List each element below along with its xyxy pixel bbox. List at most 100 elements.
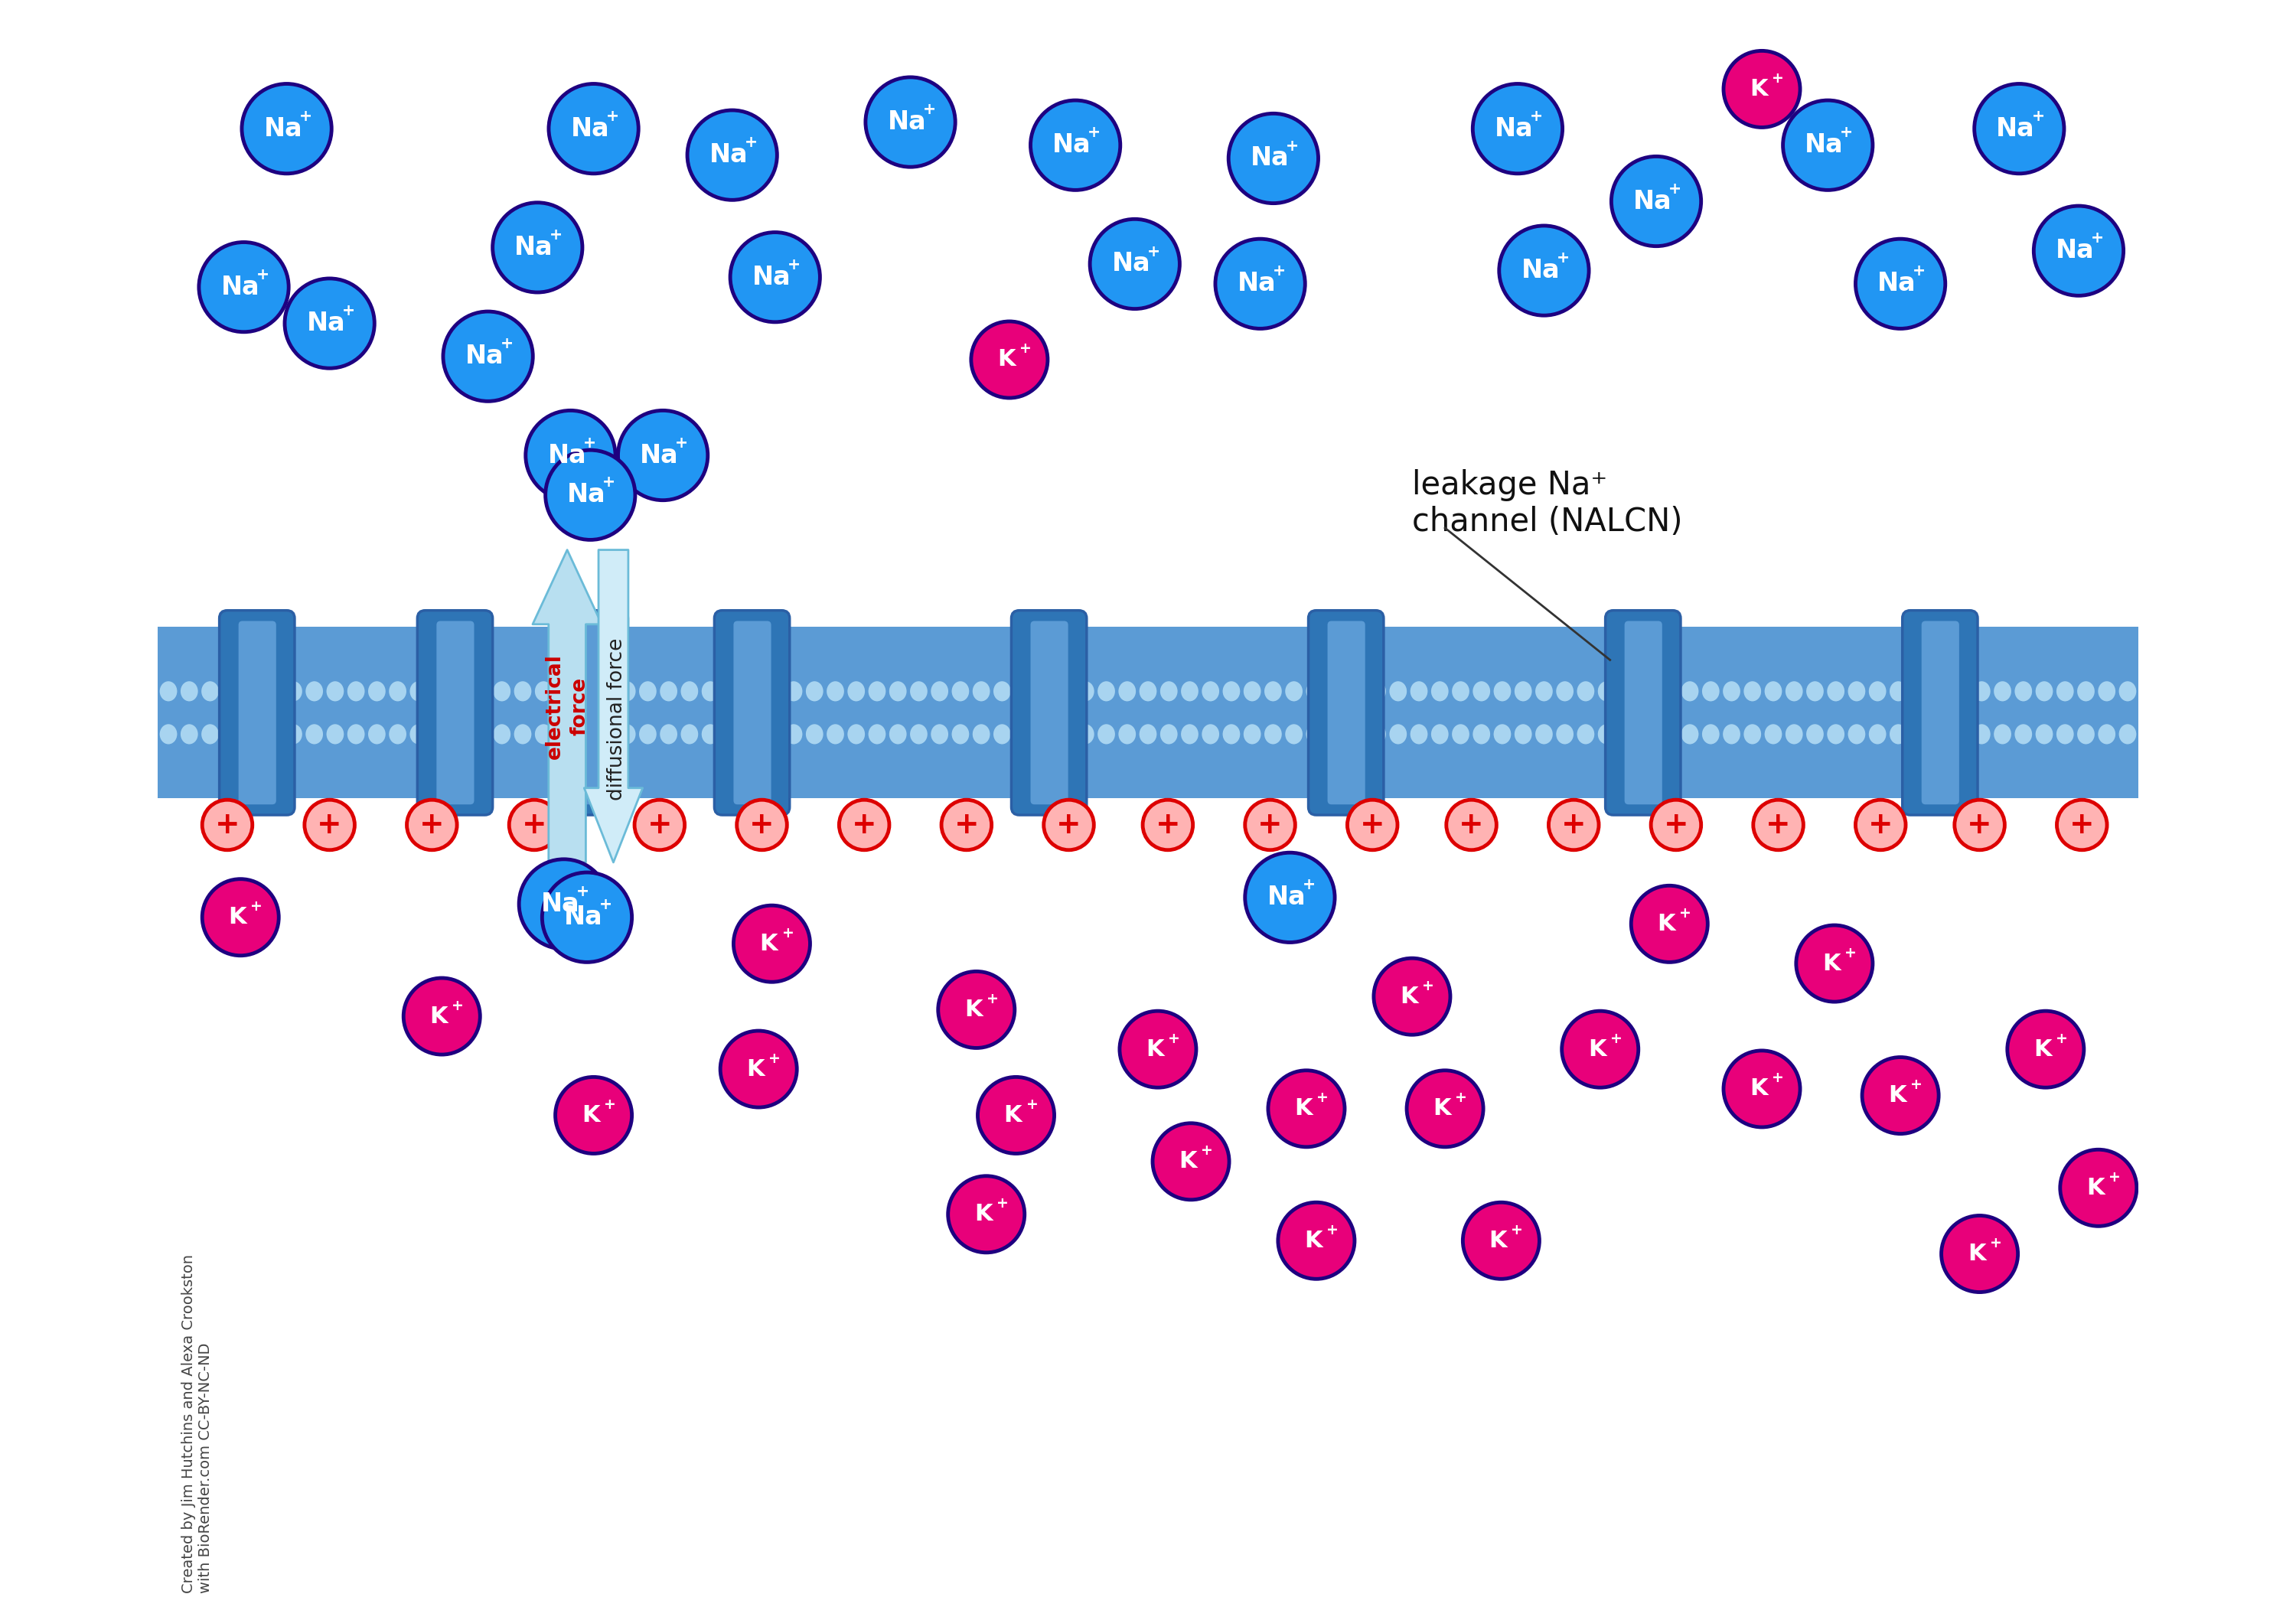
Ellipse shape	[806, 681, 824, 702]
Ellipse shape	[1619, 723, 1637, 744]
Ellipse shape	[243, 723, 262, 744]
Ellipse shape	[305, 681, 324, 702]
Ellipse shape	[909, 723, 928, 744]
Text: +: +	[647, 810, 673, 839]
Ellipse shape	[1910, 723, 1929, 744]
Ellipse shape	[2055, 681, 2073, 702]
Text: K: K	[974, 1204, 992, 1226]
Text: K: K	[2034, 1038, 2053, 1061]
Ellipse shape	[285, 723, 303, 744]
Ellipse shape	[158, 723, 177, 744]
Circle shape	[687, 111, 776, 199]
Circle shape	[1472, 84, 1564, 174]
Ellipse shape	[1848, 681, 1867, 702]
Circle shape	[542, 873, 631, 963]
Text: K: K	[1968, 1242, 1986, 1265]
Text: +: +	[1201, 1144, 1212, 1159]
FancyBboxPatch shape	[1605, 611, 1681, 815]
Text: +: +	[852, 810, 877, 839]
Circle shape	[2057, 800, 2108, 850]
Text: K: K	[1401, 985, 1419, 1008]
Circle shape	[1215, 239, 1304, 329]
Text: Na: Na	[565, 905, 604, 930]
Ellipse shape	[1743, 723, 1761, 744]
Circle shape	[2034, 206, 2124, 296]
Ellipse shape	[2099, 723, 2117, 744]
Circle shape	[1143, 800, 1194, 850]
Circle shape	[510, 800, 560, 850]
Ellipse shape	[1972, 681, 1991, 702]
Ellipse shape	[264, 681, 282, 702]
Ellipse shape	[1701, 723, 1720, 744]
Text: K: K	[581, 1104, 599, 1127]
Ellipse shape	[1306, 723, 1325, 744]
Ellipse shape	[326, 681, 344, 702]
Ellipse shape	[1077, 723, 1095, 744]
Text: K: K	[1589, 1038, 1607, 1061]
Ellipse shape	[2055, 723, 2073, 744]
Ellipse shape	[535, 681, 553, 702]
Ellipse shape	[556, 681, 574, 702]
Text: +: +	[1155, 810, 1180, 839]
Text: +: +	[342, 304, 356, 318]
Text: +: +	[317, 810, 342, 839]
Ellipse shape	[1410, 723, 1428, 744]
Text: +: +	[1026, 1098, 1038, 1112]
Ellipse shape	[1015, 681, 1033, 702]
Text: +: +	[298, 108, 312, 124]
Circle shape	[546, 450, 636, 540]
Text: K: K	[760, 932, 778, 955]
Circle shape	[549, 84, 638, 174]
Ellipse shape	[1952, 723, 1970, 744]
Circle shape	[721, 1030, 797, 1107]
Ellipse shape	[1828, 681, 1846, 702]
Ellipse shape	[1327, 723, 1345, 744]
FancyArrowPatch shape	[533, 550, 602, 863]
Ellipse shape	[742, 681, 762, 702]
Ellipse shape	[951, 681, 969, 702]
Ellipse shape	[1993, 723, 2011, 744]
Ellipse shape	[827, 723, 845, 744]
Text: K: K	[1304, 1229, 1322, 1252]
Ellipse shape	[700, 723, 719, 744]
Circle shape	[1784, 100, 1874, 190]
Ellipse shape	[868, 681, 886, 702]
Ellipse shape	[1201, 681, 1219, 702]
Ellipse shape	[409, 723, 427, 744]
Ellipse shape	[1534, 723, 1554, 744]
Text: +: +	[2055, 1032, 2069, 1046]
Ellipse shape	[1348, 723, 1366, 744]
Circle shape	[1373, 958, 1451, 1035]
Text: +: +	[987, 992, 999, 1006]
Circle shape	[1975, 84, 2064, 174]
Ellipse shape	[179, 723, 197, 744]
Text: +: +	[1913, 264, 1926, 280]
Circle shape	[1855, 800, 1906, 850]
Ellipse shape	[1118, 723, 1137, 744]
Circle shape	[1651, 800, 1701, 850]
Ellipse shape	[450, 681, 468, 702]
Text: K: K	[746, 1057, 765, 1080]
Ellipse shape	[1805, 681, 1825, 702]
Ellipse shape	[2076, 681, 2096, 702]
Ellipse shape	[1368, 723, 1387, 744]
Text: +: +	[521, 810, 546, 839]
FancyBboxPatch shape	[553, 611, 627, 815]
Ellipse shape	[429, 681, 448, 702]
Text: +: +	[1169, 1032, 1180, 1046]
Text: K: K	[1823, 953, 1841, 974]
FancyBboxPatch shape	[572, 620, 608, 805]
Ellipse shape	[1492, 681, 1511, 702]
Ellipse shape	[847, 681, 866, 702]
Ellipse shape	[1993, 681, 2011, 702]
Ellipse shape	[909, 681, 928, 702]
Text: K: K	[1490, 1229, 1506, 1252]
Ellipse shape	[742, 723, 762, 744]
Circle shape	[1244, 800, 1295, 850]
Ellipse shape	[200, 723, 220, 744]
Ellipse shape	[200, 681, 220, 702]
Ellipse shape	[659, 681, 677, 702]
Text: +: +	[1316, 1091, 1329, 1106]
Circle shape	[241, 84, 331, 174]
Ellipse shape	[1513, 681, 1531, 702]
